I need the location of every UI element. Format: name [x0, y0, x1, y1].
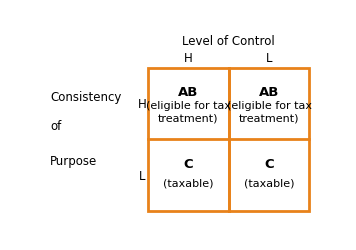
Text: (eligible for tax
treatment): (eligible for tax treatment) — [146, 101, 231, 122]
Bar — [148, 68, 309, 211]
Text: H: H — [138, 98, 147, 110]
Text: Purpose: Purpose — [50, 154, 97, 167]
Text: H: H — [184, 52, 193, 64]
Text: Consistency: Consistency — [50, 91, 121, 104]
Text: (taxable): (taxable) — [244, 178, 294, 188]
Text: Level of Control: Level of Control — [182, 35, 275, 48]
Text: C: C — [183, 157, 193, 170]
Text: of: of — [50, 120, 61, 133]
Text: AB: AB — [178, 86, 199, 99]
Text: (taxable): (taxable) — [163, 178, 214, 188]
Text: AB: AB — [259, 86, 279, 99]
Text: L: L — [139, 169, 146, 182]
Text: C: C — [264, 157, 274, 170]
Text: L: L — [266, 52, 272, 64]
Text: (eligible for tax
treatment): (eligible for tax treatment) — [226, 101, 312, 122]
